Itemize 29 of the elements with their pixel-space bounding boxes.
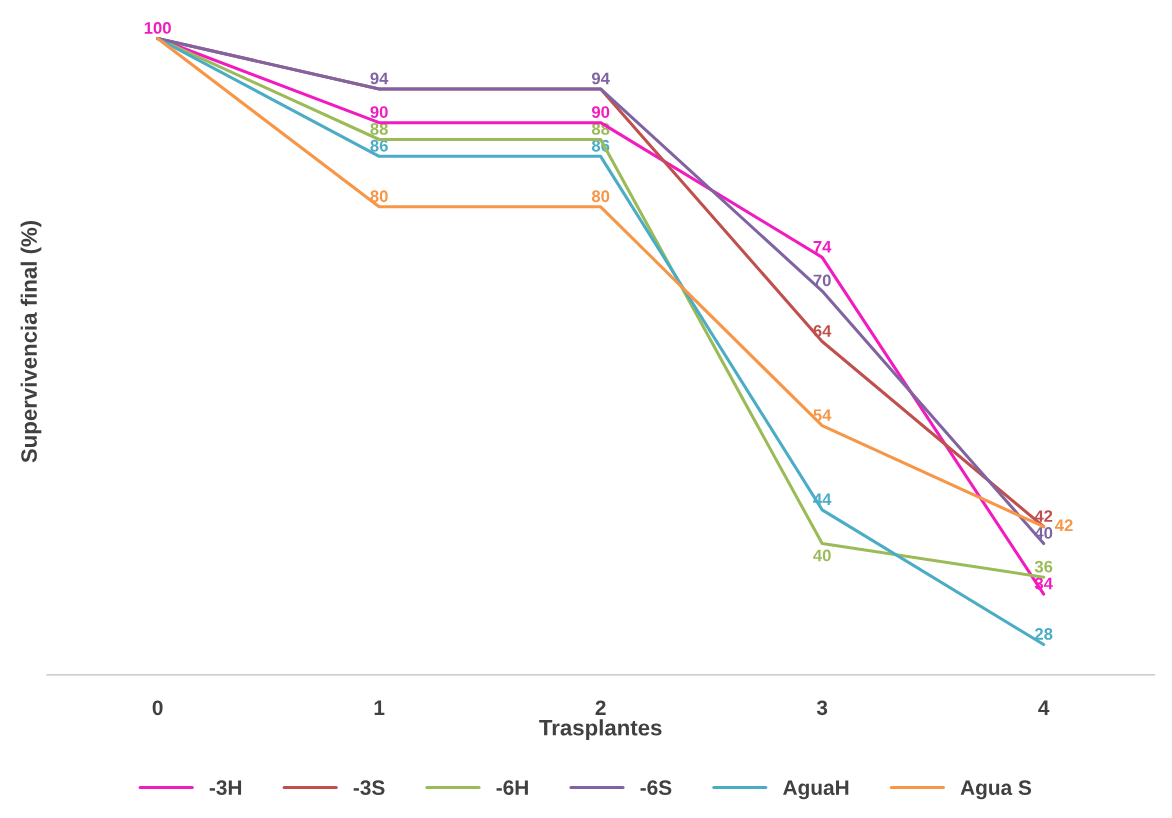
data-label: 28 bbox=[1034, 628, 1053, 640]
data-label: 88 bbox=[370, 123, 388, 135]
data-label: 42 bbox=[1034, 510, 1053, 522]
data-label: 36 bbox=[1034, 560, 1053, 573]
data-label: 80 bbox=[370, 190, 388, 203]
data-label: 74 bbox=[813, 241, 832, 253]
x-axis-title: Trasplantes bbox=[539, 719, 662, 740]
data-label: 42 bbox=[1055, 519, 1073, 532]
data-label: 40 bbox=[813, 549, 831, 562]
data-label: 100 bbox=[144, 22, 171, 34]
data-label: 86 bbox=[370, 139, 388, 152]
x-tick-label: 0 bbox=[152, 700, 163, 716]
legend-label: -3H bbox=[209, 780, 242, 796]
legend-label: AguaH bbox=[783, 780, 849, 800]
x-tick-label: 1 bbox=[374, 700, 385, 715]
legend-label: -6H bbox=[496, 780, 528, 796]
data-label: 80 bbox=[591, 190, 610, 203]
data-label: 94 bbox=[370, 72, 389, 85]
data-label: 70 bbox=[813, 274, 831, 287]
x-tick-label: 3 bbox=[816, 700, 828, 716]
data-label: 90 bbox=[370, 106, 388, 118]
x-tick-label: 2 bbox=[595, 700, 606, 715]
y-axis-title: Supervivencia final (%) bbox=[20, 220, 42, 463]
legend-label: Agua S bbox=[960, 780, 1032, 800]
data-label: 94 bbox=[591, 72, 610, 85]
legend-label: -6S bbox=[640, 780, 672, 796]
legend-label: -3S bbox=[353, 780, 385, 796]
x-tick-label: 4 bbox=[1038, 700, 1050, 715]
data-label: 90 bbox=[591, 106, 610, 118]
